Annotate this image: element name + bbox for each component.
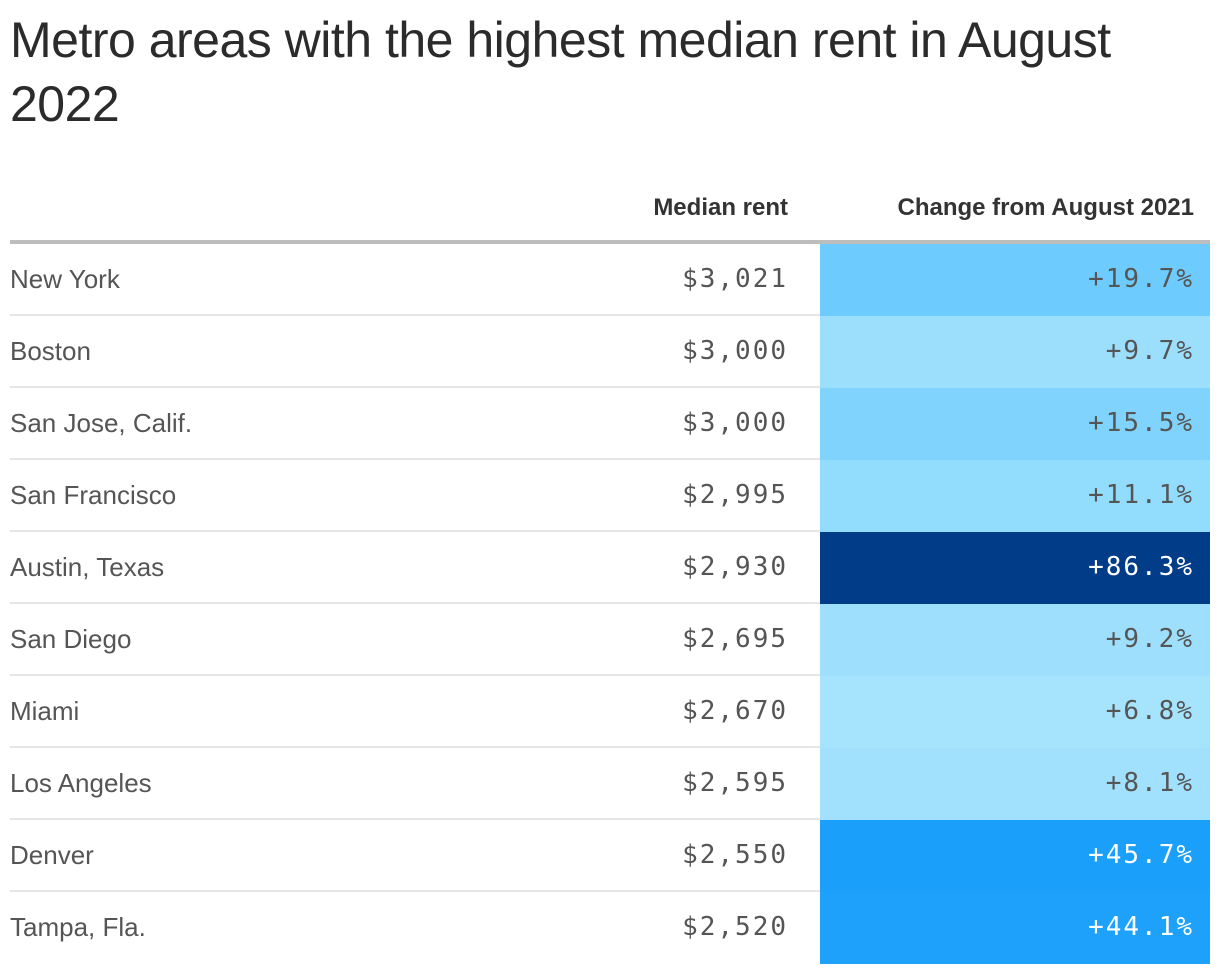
median-rent-cell: $3,000 [682,408,788,438]
table-row: Austin, Texas $2,930 +86.3% [10,532,1210,604]
change-cell: +9.2% [820,604,1210,676]
median-rent-cell: $2,595 [682,768,788,798]
table-row: San Francisco $2,995 +11.1% [10,460,1210,532]
metro-name-cell: Denver [10,840,94,870]
metro-name-cell: San Diego [10,624,132,654]
metro-name-cell: Austin, Texas [10,552,165,582]
table-header: Median rent Change from August 2021 [10,176,1210,244]
metro-name-cell: San Jose, Calif. [10,408,193,438]
change-cell: +15.5% [820,388,1210,460]
median-rent-cell: $2,995 [682,480,788,510]
table-row: Denver $2,550 +45.7% [10,820,1210,892]
metro-name-cell: Los Angeles [10,768,152,798]
metro-name-cell: Boston [10,336,91,366]
change-cell: +86.3% [820,532,1210,604]
metro-name-cell: Miami [10,696,80,726]
metro-name-cell: New York [10,264,120,294]
column-header-median-rent: Median rent [653,194,788,221]
table-row: San Diego $2,695 +9.2% [10,604,1210,676]
table-row: Tampa, Fla. $2,520 +44.1% [10,892,1210,964]
rent-table: Median rent Change from August 2021 New … [10,176,1210,964]
change-cell: +11.1% [820,460,1210,532]
table-row: San Jose, Calif. $3,000 +15.5% [10,388,1210,460]
metro-name-cell: San Francisco [10,480,177,510]
change-cell: +6.8% [820,676,1210,748]
median-rent-cell: $2,520 [682,912,788,942]
median-rent-cell: $3,000 [682,336,788,366]
change-cell: +19.7% [820,244,1210,316]
median-rent-cell: $2,550 [682,840,788,870]
table-row: New York $3,021 +19.7% [10,244,1210,316]
median-rent-cell: $3,021 [682,264,788,294]
change-cell: +9.7% [820,316,1210,388]
change-cell: +44.1% [820,892,1210,964]
column-header-change: Change from August 2021 [897,194,1195,221]
table-row: Los Angeles $2,595 +8.1% [10,748,1210,820]
chart-title: Metro areas with the highest median rent… [10,12,1111,132]
median-rent-cell: $2,695 [682,624,788,654]
change-cell: +8.1% [820,748,1210,820]
table-row: Miami $2,670 +6.8% [10,676,1210,748]
median-rent-cell: $2,670 [682,696,788,726]
median-rent-cell: $2,930 [682,552,788,582]
table-row: Boston $3,000 +9.7% [10,316,1210,388]
change-cell: +45.7% [820,820,1210,892]
table-body: New York $3,021 +19.7% Boston $3,000 +9.7% San… [10,244,1210,964]
metro-name-cell: Tampa, Fla. [10,912,146,942]
